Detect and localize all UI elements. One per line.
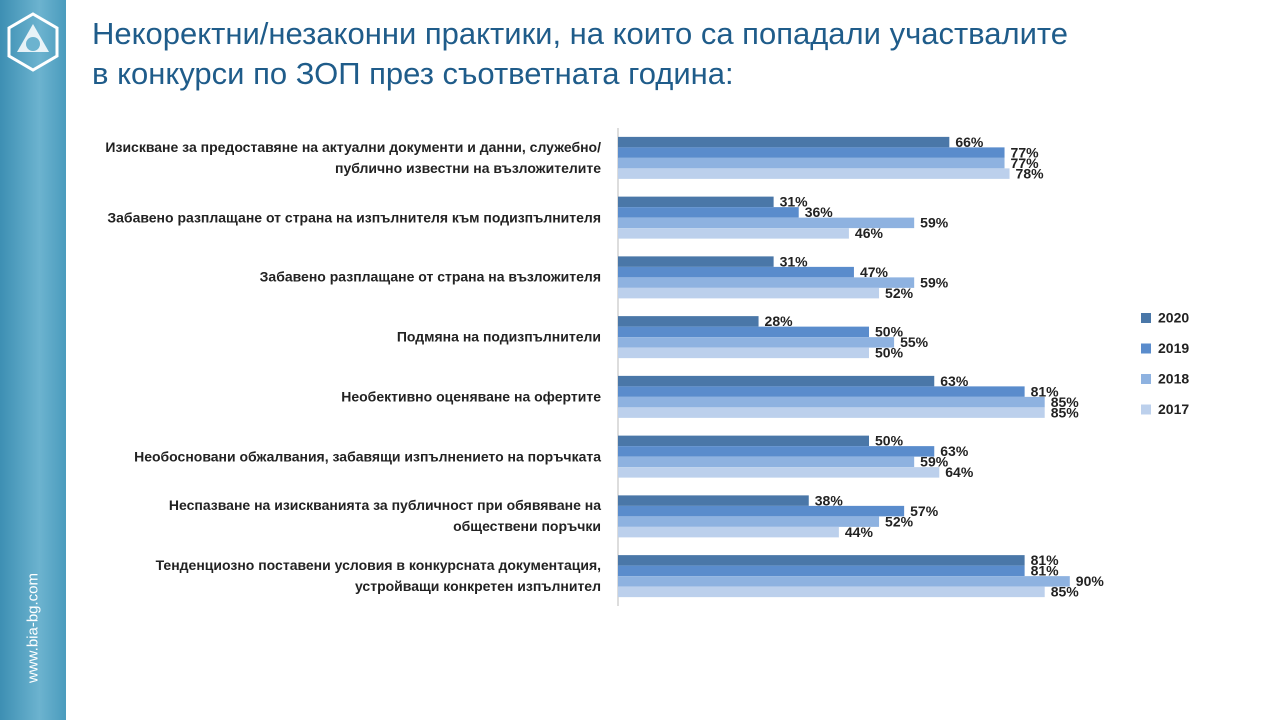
category-label: Необосновани обжалвания, забавящи изпълн… (134, 448, 601, 465)
logo (7, 12, 59, 72)
value-label: 46% (855, 225, 884, 241)
value-label: 52% (885, 513, 914, 529)
value-label: 77% (1011, 155, 1040, 171)
value-label: 50% (875, 324, 904, 340)
bar (618, 217, 915, 229)
value-label: 44% (845, 524, 874, 540)
bar (618, 586, 1045, 598)
value-label: 50% (875, 433, 904, 449)
value-label: 63% (940, 373, 969, 389)
bar (618, 266, 854, 278)
category-label: Подмяна на подизпълнители (396, 328, 601, 345)
legend-label: 2017 (1158, 401, 1189, 417)
bar (618, 555, 1025, 566)
value-label: 52% (885, 285, 914, 301)
category-label: Неспазване на изискванията за публичност… (168, 497, 601, 535)
bar (618, 407, 1045, 418)
value-label: 64% (945, 464, 974, 480)
value-label: 85% (1051, 584, 1080, 600)
value-label: 81% (1031, 383, 1060, 399)
value-label: 31% (780, 253, 809, 269)
value-label: 81% (1031, 552, 1060, 568)
category-label: Необективно оценяване на офертите (341, 388, 601, 405)
value-label: 59% (920, 274, 949, 290)
bar (618, 157, 1005, 169)
legend-swatch (1141, 404, 1151, 415)
value-label: 50% (875, 345, 904, 361)
bar (618, 168, 1010, 179)
bar (618, 347, 869, 359)
value-label: 59% (920, 215, 949, 231)
value-label: 55% (900, 334, 929, 350)
bar (618, 386, 1025, 397)
bar (618, 565, 1025, 577)
bar (618, 456, 915, 468)
value-label: 85% (1051, 404, 1080, 420)
value-label: 31% (780, 194, 809, 210)
bar (618, 576, 1070, 587)
value-label: 28% (765, 313, 794, 329)
value-label: 90% (1076, 573, 1105, 589)
bar (618, 396, 1045, 408)
value-label: 38% (815, 492, 844, 508)
bar (618, 196, 774, 208)
legend-label: 2020 (1158, 310, 1189, 326)
legend-swatch (1141, 374, 1151, 384)
value-label: 59% (920, 454, 949, 470)
sidebar: www.bia-bg.com (0, 0, 66, 720)
value-label: 66% (955, 134, 984, 150)
bar (618, 256, 774, 267)
chart-title: Некоректни/незаконни практики, на които … (92, 16, 1069, 91)
category-label: Забавено разплащане от страна на възложи… (259, 268, 601, 285)
legend-label: 2019 (1158, 340, 1189, 356)
legend-swatch (1141, 313, 1151, 323)
bar (618, 316, 759, 327)
bar (618, 207, 799, 218)
value-label: 81% (1031, 563, 1060, 579)
value-label: 36% (805, 204, 834, 220)
bar (618, 326, 869, 338)
legend-swatch (1141, 343, 1151, 354)
legend-label: 2018 (1158, 371, 1189, 387)
category-label: Изискване за предоставяне на актуални до… (105, 138, 601, 176)
bar (618, 337, 895, 348)
value-label: 78% (1016, 165, 1045, 181)
bar (618, 375, 935, 387)
bar (618, 435, 869, 447)
bar (618, 526, 839, 538)
bar (618, 287, 880, 299)
value-label: 57% (910, 503, 939, 519)
bar (618, 136, 950, 148)
bar (618, 228, 849, 239)
bar (618, 516, 880, 527)
bar (618, 446, 935, 457)
value-label: 77% (1011, 144, 1040, 160)
bar (618, 147, 1005, 158)
category-label: Забавено разплащане от страна на изпълни… (107, 209, 601, 226)
bar (618, 277, 915, 288)
bar (618, 505, 905, 517)
value-label: 47% (860, 264, 889, 280)
value-label: 63% (940, 443, 969, 459)
bar (618, 495, 809, 506)
bar (618, 467, 940, 478)
category-label: Тенденциозно поставени условия в конкурс… (155, 557, 601, 595)
value-label: 85% (1051, 394, 1080, 410)
